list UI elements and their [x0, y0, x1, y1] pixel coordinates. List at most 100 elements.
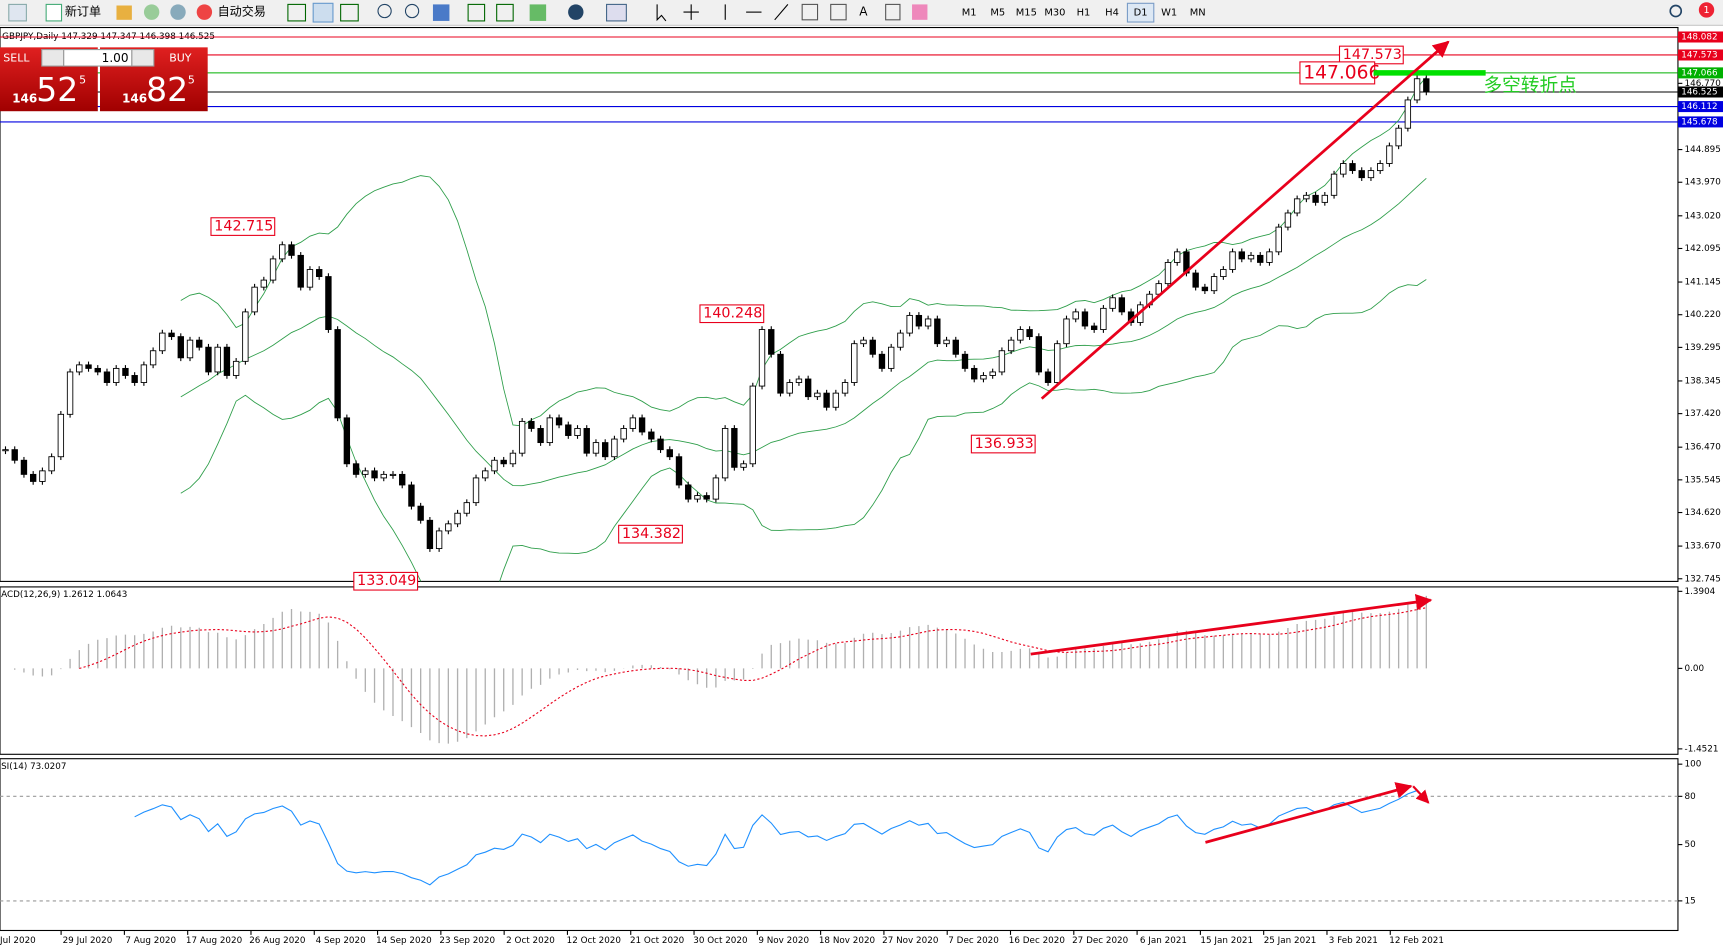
icon[interactable] — [467, 3, 486, 22]
price-line-tag — [1677, 101, 1723, 113]
candle-body — [657, 438, 664, 451]
lot-value[interactable]: 1.00 — [102, 51, 129, 65]
auto-trading-icon[interactable] — [196, 4, 213, 20]
toolbar — [0, 0, 1723, 26]
timeframes: M1 M5 M15 M30 H1 H4 D1 W1 MN — [956, 2, 1211, 23]
candle-body — [159, 332, 166, 352]
candle-body — [1044, 371, 1052, 383]
macd-plot — [14, 595, 1427, 744]
x-tick-label: 12 Oct 2020 — [567, 936, 622, 946]
rsi-arrow — [1205, 782, 1413, 844]
candle-body — [1201, 286, 1209, 292]
candle-body — [1238, 251, 1245, 260]
candle-body — [1174, 251, 1181, 263]
candle-body — [315, 269, 323, 278]
candle-body — [961, 353, 969, 369]
x-tick-label: 2 Oct 2020 — [506, 936, 555, 946]
icon[interactable] — [568, 4, 584, 20]
icon[interactable] — [312, 2, 334, 23]
search-icon[interactable] — [1669, 4, 1683, 18]
trendline-icon[interactable] — [774, 4, 789, 21]
candle-body — [546, 417, 554, 444]
timeframe-label[interactable]: H1 — [1077, 8, 1091, 19]
candle-body — [934, 318, 941, 345]
icon[interactable] — [801, 3, 819, 21]
price-line-tag — [1677, 116, 1723, 128]
candle-body — [1395, 127, 1402, 147]
timeframe-label[interactable]: H4 — [1105, 8, 1119, 19]
candle-body — [1340, 163, 1347, 175]
candle-body — [795, 378, 803, 383]
timeframe-button[interactable] — [1126, 2, 1155, 23]
candle-body — [980, 375, 987, 380]
timeframe-label[interactable]: M5 — [990, 8, 1005, 19]
icon[interactable] — [287, 3, 307, 22]
timeframe-button[interactable] — [1041, 3, 1069, 23]
timeframe-label[interactable]: W1 — [1161, 8, 1177, 19]
timeframe-label[interactable]: M1 — [962, 8, 977, 19]
timeframe-button[interactable] — [1098, 3, 1126, 23]
y-tick-label: 139.295 — [1685, 343, 1721, 353]
icon[interactable] — [885, 3, 901, 21]
candle-body — [823, 392, 830, 408]
timeframe-button[interactable] — [956, 3, 983, 23]
timeframe-button[interactable] — [1184, 3, 1211, 23]
candle-body — [11, 449, 18, 461]
icon[interactable] — [496, 3, 514, 22]
icon[interactable] — [143, 4, 160, 20]
candle-body — [297, 254, 304, 288]
text-tool[interactable]: A — [859, 5, 868, 19]
macd-label: ACD(12,26,9) 1.2612 1.0643 — [1, 590, 127, 600]
candle-body — [1266, 251, 1273, 263]
y-tick-label: 138.345 — [1685, 376, 1721, 386]
candle-body — [565, 424, 572, 436]
candle-body — [269, 258, 277, 281]
timeframe-button[interactable] — [1013, 3, 1040, 23]
icon[interactable] — [606, 3, 627, 22]
candle-body — [804, 378, 812, 398]
new-order[interactable]: 新订单 — [65, 4, 101, 19]
icon[interactable] — [529, 4, 547, 21]
timeframe-label[interactable]: D1 — [1134, 8, 1148, 19]
timeframe-button[interactable] — [1070, 3, 1097, 23]
cursor-icon[interactable] — [656, 4, 667, 22]
lot-up[interactable] — [131, 49, 155, 67]
timeframe-label[interactable]: M15 — [1016, 8, 1037, 19]
x-tick-label: 7 Dec 2020 — [948, 936, 999, 946]
candle-body — [1072, 311, 1079, 320]
y-tick-label: 134.620 — [1685, 508, 1722, 518]
candle-body — [1376, 163, 1384, 172]
zoom-out[interactable] — [404, 3, 420, 19]
crosshair-icon[interactable] — [683, 4, 699, 20]
icon[interactable] — [432, 4, 450, 21]
candle-body — [1321, 194, 1329, 203]
icon[interactable] — [912, 4, 928, 20]
new-order-icon[interactable] — [45, 3, 63, 22]
timeframe-label[interactable]: MN — [1190, 8, 1206, 19]
icon[interactable] — [830, 3, 847, 21]
notification-badge[interactable] — [1698, 2, 1715, 18]
candle-body — [620, 428, 627, 440]
y-tick-label: 0.00 — [1685, 664, 1705, 674]
price-line-label: 147.573 — [1681, 50, 1717, 60]
icon[interactable] — [116, 5, 132, 20]
icon[interactable] — [8, 3, 27, 22]
candle-body — [343, 417, 351, 465]
icon[interactable] — [340, 3, 359, 22]
candle-body — [306, 269, 314, 288]
candle-body — [712, 477, 720, 500]
buy-label[interactable]: BUY — [169, 51, 192, 64]
timeframe-button[interactable] — [984, 3, 1011, 23]
x-tick-label: 17 Aug 2020 — [186, 936, 243, 946]
zoom-in[interactable] — [377, 3, 392, 19]
lot-down[interactable] — [41, 49, 65, 67]
candle-body — [131, 375, 138, 383]
icon[interactable] — [170, 4, 186, 20]
candle-body — [57, 413, 65, 458]
auto-trading[interactable]: 自动交易 — [218, 4, 266, 19]
candle-body — [1210, 276, 1218, 292]
timeframe-button[interactable] — [1155, 3, 1183, 23]
candle-body — [48, 456, 55, 472]
sell-label[interactable]: SELL — [3, 51, 30, 64]
timeframe-label[interactable]: M30 — [1044, 8, 1065, 19]
